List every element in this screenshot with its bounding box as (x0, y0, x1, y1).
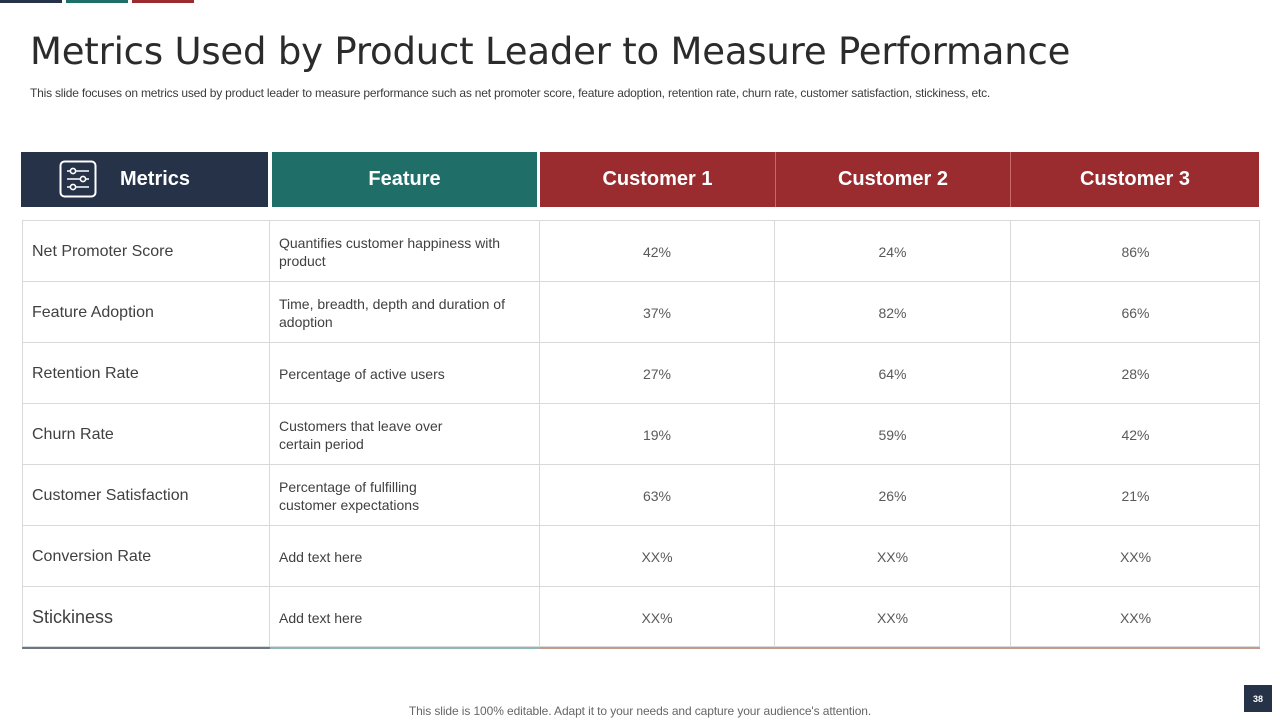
table-column-divider (774, 220, 775, 647)
header-divider (775, 152, 776, 207)
customer-1-value: 19% (642, 426, 672, 443)
table-bottom-accent-teal (270, 647, 540, 649)
sliders-settings-icon (59, 160, 97, 198)
metric-name: Feature Adoption (32, 303, 154, 321)
metric-name: Customer Satisfaction (32, 486, 189, 504)
customer-3-value: 21% (1121, 487, 1150, 504)
accent-bar-teal (66, 0, 128, 3)
customer-1-value: 27% (642, 365, 672, 382)
metric-name: Conversion Rate (32, 547, 152, 565)
customer-1-value: XX% (641, 609, 673, 626)
feature-description: Percentage of fulfilling customer expect… (279, 478, 420, 513)
slide-subtitle: This slide focuses on metrics used by pr… (30, 86, 991, 100)
customer-2-value: 59% (878, 426, 907, 443)
customer-1-value: 63% (642, 487, 672, 504)
feature-description: Add text here (279, 609, 363, 626)
slide-footer: This slide is 100% editable. Adapt it to… (408, 704, 872, 718)
customer-3-value: 42% (1121, 426, 1150, 443)
metric-name: Net Promoter Score (32, 242, 174, 260)
customer-1-value: 42% (642, 243, 672, 260)
metric-name: Churn Rate (32, 425, 114, 443)
customer-3-value: 28% (1121, 365, 1150, 382)
customer-2-value: 64% (878, 365, 907, 382)
feature-description: Quantifies customer happiness with produ… (279, 234, 500, 269)
header-divider (1010, 152, 1011, 207)
table-row-divider (22, 586, 1260, 587)
metrics-table (22, 220, 1260, 647)
header-customer-1: Customer 1 (540, 152, 775, 207)
table-column-divider (539, 220, 540, 647)
customer-1-value: XX% (641, 548, 673, 565)
customer-2-value: 24% (878, 243, 907, 260)
metric-name: Stickiness (32, 607, 114, 627)
table-row-divider (22, 525, 1260, 526)
header-metrics-label: Metrics (120, 168, 191, 190)
customer-2-value: XX% (876, 548, 909, 565)
table-row-divider (22, 281, 1260, 282)
table-bottom-accent-navy (22, 647, 270, 649)
feature-description: Add text here (279, 548, 363, 565)
feature-description: Customers that leave over certain period (279, 417, 443, 452)
customer-2-value: XX% (876, 609, 909, 626)
table-bottom-accent-red (540, 647, 1260, 649)
customer-3-value: 66% (1121, 304, 1150, 321)
customer-2-value: 82% (878, 304, 907, 321)
accent-bar-navy (0, 0, 62, 3)
table-row-divider (22, 464, 1260, 465)
header-customer-2: Customer 2 (776, 152, 1010, 207)
feature-description: Percentage of active users (279, 365, 445, 382)
table-row-divider (22, 342, 1260, 343)
feature-description: Time, breadth, depth and duration of ado… (279, 295, 505, 330)
customer-1-value: 37% (642, 304, 672, 321)
page-number: 38 (1244, 685, 1272, 712)
slide-title: Metrics Used by Product Leader to Measur… (30, 30, 1071, 73)
customer-3-value: XX% (1119, 609, 1152, 626)
header-customer-3: Customer 3 (1011, 152, 1259, 207)
metric-name: Retention Rate (32, 364, 139, 382)
customer-3-value: 86% (1121, 243, 1150, 260)
accent-bar-red (132, 0, 194, 3)
customer-3-value: XX% (1119, 548, 1152, 565)
table-column-divider (1010, 220, 1011, 647)
table-row-divider (22, 403, 1260, 404)
header-feature: Feature (272, 152, 537, 207)
table-column-divider (269, 220, 270, 647)
customer-2-value: 26% (878, 487, 907, 504)
